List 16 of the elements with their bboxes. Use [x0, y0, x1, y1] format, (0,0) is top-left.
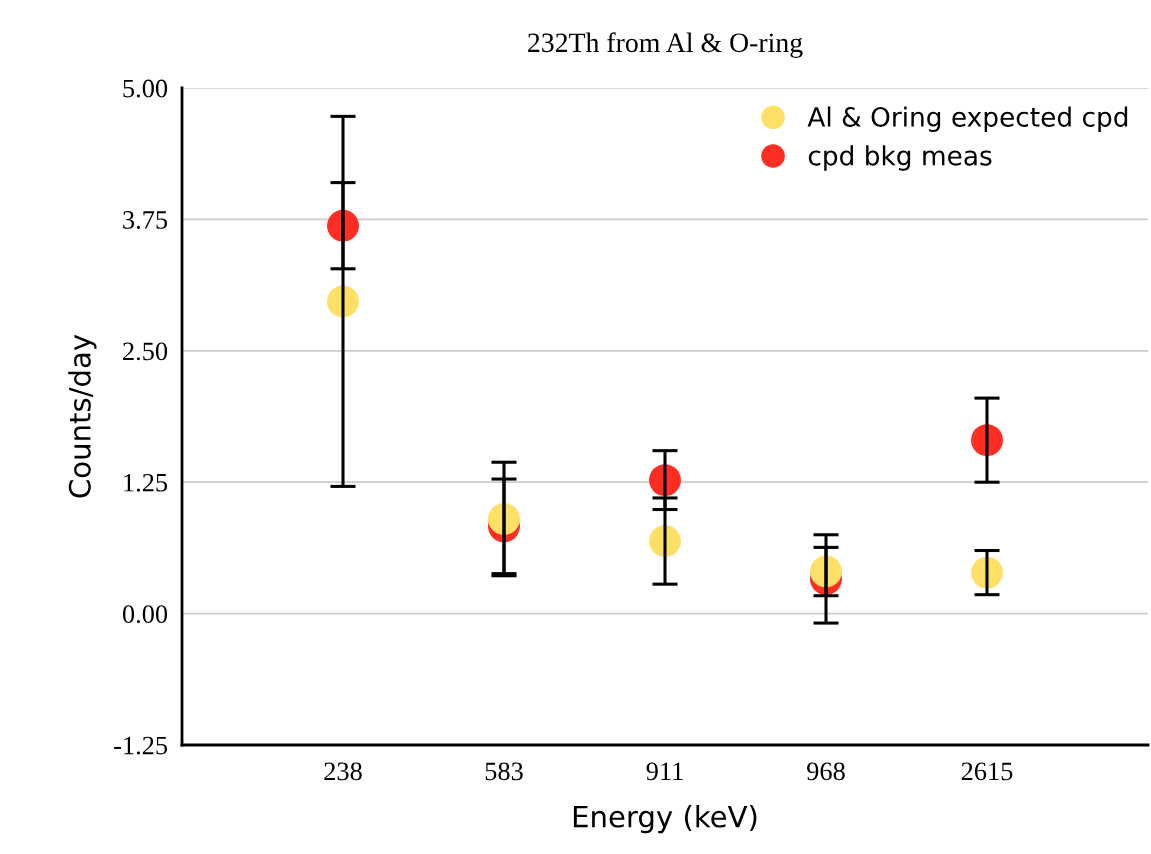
x-tick-label: 238: [324, 762, 362, 781]
x-tick-label: 968: [807, 762, 845, 781]
x-axis-title: Energy (keV): [573, 805, 757, 834]
y-tick-label: 3.75: [123, 211, 168, 229]
chart-title: 232Th from Al & O-ring: [528, 32, 803, 58]
legend-label: Al & Oring expected cpd: [807, 106, 1128, 133]
x-tick-label: 911: [646, 762, 683, 781]
y-tick-label: 2.50: [123, 342, 168, 361]
x-tick-label: 583: [485, 762, 523, 781]
y-tick-label: 5.00: [123, 79, 168, 98]
y-tick-label: -1.25: [114, 736, 168, 755]
y-tick-label: 1.25: [124, 473, 168, 492]
y-axis-title: Counts/day: [68, 334, 97, 498]
x-tick-label: 2615: [961, 762, 1013, 781]
y-tick-label: 0.00: [122, 605, 168, 624]
legend-label: cpd bkg meas: [808, 145, 992, 171]
